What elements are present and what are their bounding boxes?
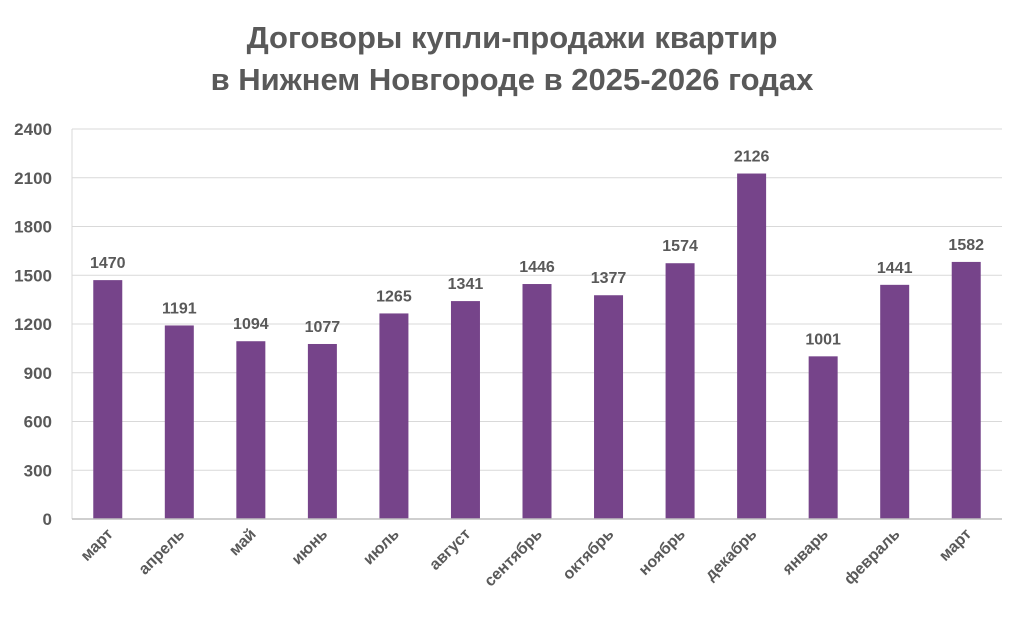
x-tick-label: май: [226, 526, 259, 559]
x-tick-label: август: [426, 526, 474, 574]
data-label: 1574: [662, 238, 698, 255]
bar: [522, 284, 552, 519]
x-tick-label: июнь: [289, 526, 332, 569]
x-tick-label: март: [78, 526, 117, 565]
data-label: 1077: [305, 319, 341, 336]
x-tick-label: октябрь: [560, 526, 618, 584]
data-label: 1377: [591, 270, 627, 287]
data-label: 1191: [162, 300, 197, 317]
bar: [665, 263, 695, 519]
x-tick-label: ноябрь: [636, 526, 689, 579]
y-tick-label: 2100: [14, 169, 52, 188]
x-tick-label: июль: [360, 526, 403, 569]
x-tick-label: январь: [779, 526, 832, 579]
data-label: 1094: [233, 316, 269, 333]
data-label: 1441: [877, 260, 913, 277]
bar: [164, 325, 194, 519]
bar: [880, 284, 910, 519]
data-label: 2126: [734, 149, 770, 166]
y-tick-label: 600: [24, 413, 52, 432]
y-tick-label: 1200: [14, 315, 52, 334]
x-tick-label: апрель: [136, 526, 189, 579]
data-label: 1446: [519, 259, 555, 276]
data-label: 1265: [376, 288, 412, 305]
y-tick-label: 1800: [14, 218, 52, 237]
data-label: 1341: [448, 276, 484, 293]
data-label: 1582: [948, 237, 984, 254]
chart-title-line2: в Нижнем Новгороде в 2025-2026 годах: [210, 62, 814, 97]
data-label: 1001: [805, 331, 841, 348]
bar: [450, 301, 480, 519]
y-tick-label: 0: [43, 510, 52, 529]
bar: [307, 343, 337, 519]
chart-title-line1: Договоры купли-продажи квартир: [246, 20, 778, 55]
data-label: 1470: [90, 255, 126, 272]
y-tick-label: 2400: [14, 120, 52, 139]
x-tick-label: март: [936, 526, 975, 565]
bar: [737, 173, 767, 519]
x-tick-label: февраль: [841, 526, 903, 588]
bar: [594, 295, 624, 519]
bar: [236, 341, 266, 519]
bar: [808, 356, 838, 519]
y-tick-label: 900: [24, 364, 52, 383]
y-tick-label: 1500: [14, 266, 52, 285]
x-tick-label: декабрь: [702, 526, 760, 584]
bar: [379, 313, 409, 519]
y-tick-label: 300: [24, 461, 52, 480]
x-tick-label: сентябрь: [481, 526, 546, 591]
bar: [951, 261, 981, 519]
bar: [93, 280, 123, 519]
